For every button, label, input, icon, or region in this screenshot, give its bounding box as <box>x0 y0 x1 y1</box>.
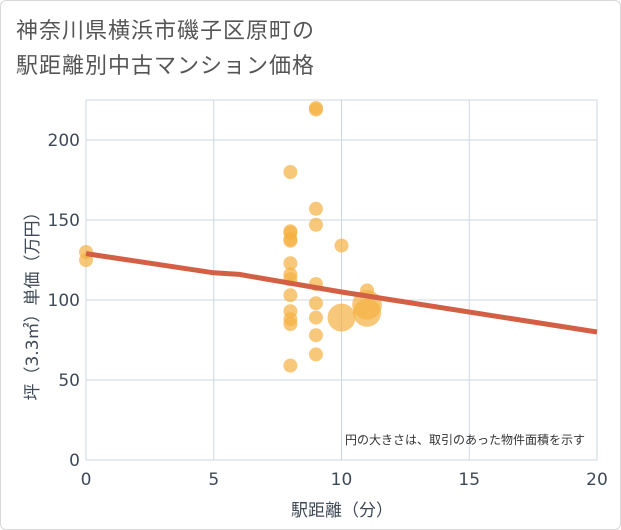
y-tick-label: 150 <box>48 211 80 231</box>
y-tick-label: 100 <box>48 291 80 311</box>
chart-title: 神奈川県横浜市磯子区原町の 駅距離別中古マンション価格 <box>16 14 315 84</box>
x-axis-label: 駅距離（分） <box>291 501 393 521</box>
data-point <box>308 102 323 117</box>
data-point <box>308 328 323 343</box>
x-tick-label: 20 <box>586 470 608 490</box>
x-tick-label: 15 <box>458 470 480 490</box>
data-point <box>308 347 323 362</box>
data-point <box>308 296 323 311</box>
data-point <box>283 256 298 271</box>
data-point <box>283 288 298 303</box>
data-point <box>283 358 298 373</box>
y-tick-label: 0 <box>69 451 80 471</box>
data-point <box>353 298 382 327</box>
data-point <box>327 303 356 332</box>
title-line-1: 神奈川県横浜市磯子区原町の <box>16 19 316 44</box>
data-point <box>283 317 298 331</box>
data-point <box>308 201 323 216</box>
y-tick-label: 50 <box>58 371 80 391</box>
y-axis-label: 坪（3.3㎡）単価（万円） <box>23 203 43 400</box>
data-point <box>334 238 349 253</box>
data-points <box>79 101 382 373</box>
data-point <box>308 310 323 325</box>
title-line-2: 駅距離別中古マンション価格 <box>16 54 316 79</box>
grid <box>85 99 598 461</box>
x-tick-label: 10 <box>331 470 353 490</box>
trend <box>85 251 598 335</box>
trend-line <box>85 251 598 335</box>
y-ticks: 0 50 100 150 200 <box>48 131 80 471</box>
data-point <box>308 217 323 232</box>
x-tick-label: 5 <box>208 470 219 490</box>
data-point <box>283 233 298 248</box>
size-note: 円の大きさは、取引のあった物件面積を示す <box>345 432 585 447</box>
x-ticks: 0 5 10 15 20 <box>81 470 608 490</box>
x-tick-label: 0 <box>81 470 92 490</box>
y-tick-label: 200 <box>48 131 80 151</box>
data-point <box>283 165 298 179</box>
